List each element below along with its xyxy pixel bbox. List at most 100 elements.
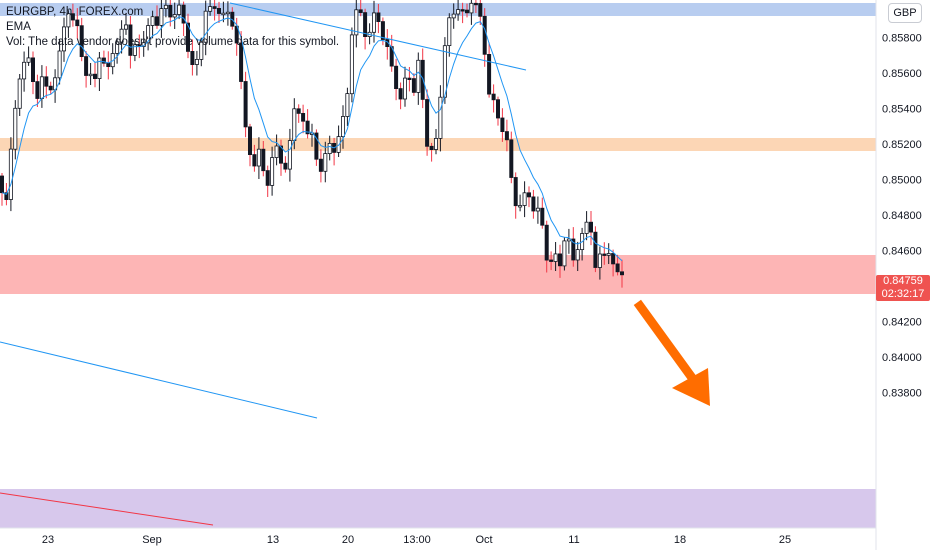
candle [172,2,177,29]
trendline-red [0,492,214,526]
candle [620,259,625,288]
price-tick-label: 0.84600 [882,246,922,258]
candle [327,135,332,161]
currency-badge[interactable]: GBP [888,3,922,23]
candle [447,13,452,57]
candle [606,243,611,264]
candle [301,104,306,134]
candle [97,52,102,91]
candle [93,62,98,88]
candle [194,50,199,76]
candle [270,146,275,196]
candle [442,37,447,104]
candle [566,228,571,254]
candle [518,194,523,212]
candle [345,87,350,126]
volume-indicator-label[interactable]: Vol: The data vendor doesn't provide vol… [6,36,340,48]
time-axis[interactable]: 23 Sep 13 20 13:00 Oct 11 18 25 [42,534,791,546]
candle [159,0,164,38]
candle [177,0,182,20]
time-tick-label: 13 [267,534,279,546]
candle [115,37,120,64]
candle [562,237,567,271]
candle [278,139,283,176]
candle [243,71,248,138]
candle [84,51,89,88]
candle [389,34,394,72]
trendline-upper [229,2,527,71]
candle [185,13,190,59]
candle [35,74,40,107]
bar-countdown: 02:32:17 [881,288,925,300]
price-tick-label: 0.84000 [882,352,922,364]
ema-indicator-label[interactable]: EMA [6,21,31,33]
candle [53,69,58,103]
candle [500,108,505,142]
candle [17,74,22,116]
price-tick-label: 0.84200 [882,317,922,329]
ema-line [1,16,623,262]
candle [385,29,390,60]
time-tick-label: 13:00 [403,534,431,546]
candle [482,8,487,67]
candle [239,31,244,90]
candle [252,144,257,172]
candle [146,18,151,51]
price-axis[interactable]: 0.85800 0.85600 0.85400 0.85200 0.85000 0.848… [882,33,922,400]
price-tick-label: 0.85000 [882,175,922,187]
candle [265,165,270,197]
candle [225,1,230,26]
candle [190,39,195,76]
candle [26,46,31,66]
candle [363,8,368,50]
trendline-lower [0,341,318,419]
candle [0,173,5,206]
candle [314,129,319,166]
candle [460,2,465,24]
candle [110,43,115,75]
candle [358,0,363,17]
candle [247,123,252,167]
down-arrow-icon [633,299,710,406]
candle [429,142,434,162]
zones [0,3,876,528]
price-tick-label: 0.85400 [882,104,922,116]
candle [509,131,514,184]
candle [615,254,620,276]
candle [287,128,292,182]
candle [478,0,483,25]
candle [340,105,345,149]
candle [451,3,456,29]
time-tick-label: 11 [568,534,579,546]
candle [589,211,594,246]
last-price-value: 0.84759 [883,275,923,287]
candle [75,8,80,39]
candle [70,3,75,27]
candlesticks [0,0,625,288]
candle [208,0,213,16]
candle [575,241,580,271]
symbol-title[interactable]: EURGBP, 4h, FOREX.com [6,6,144,18]
candle [558,244,563,278]
candle [203,0,208,56]
candle [30,51,35,95]
zone-3 [0,255,876,294]
candle [540,197,545,229]
candle [119,20,124,54]
candle [527,186,532,208]
candle [593,226,598,273]
candle [8,137,13,212]
candle [504,119,509,152]
candle [221,1,226,23]
candle [394,58,399,101]
candle [349,27,354,103]
candle [150,10,155,39]
candle [416,52,421,105]
candle [101,50,106,67]
candle [464,3,469,18]
candle [22,51,27,92]
candle [473,0,478,13]
candle [553,242,558,271]
candle [106,51,111,80]
